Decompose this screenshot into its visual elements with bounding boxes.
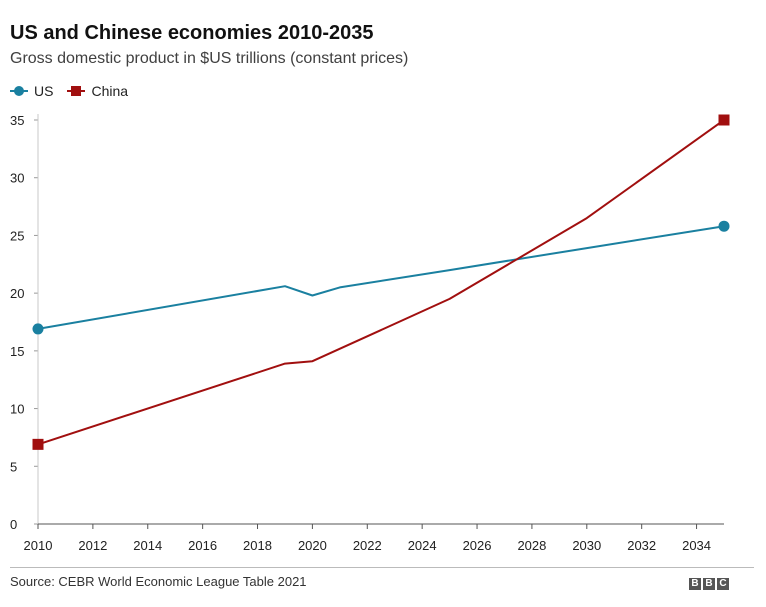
legend: US China: [10, 82, 142, 100]
source-note: Source: CEBR World Economic League Table…: [10, 574, 307, 589]
y-tick-label: 35: [10, 113, 24, 128]
series-line-china: [37, 119, 725, 446]
series-point-china: [718, 114, 730, 126]
legend-item-china: China: [67, 83, 128, 99]
y-tick-label: 30: [10, 171, 24, 186]
y-tick-label: 10: [10, 402, 24, 417]
legend-label-china: China: [91, 83, 129, 99]
x-tick-label: 2018: [243, 538, 272, 553]
x-tick-label: 2010: [24, 538, 53, 553]
series-point-us: [718, 220, 730, 232]
legend-item-us: US: [10, 83, 53, 99]
y-tick-label: 5: [10, 459, 17, 474]
x-tick-label: 2032: [627, 538, 656, 553]
x-tick-label: 2016: [188, 538, 217, 553]
legend-swatch-us: [10, 85, 28, 97]
legend-swatch-china: [67, 85, 86, 97]
y-tick-label: 15: [10, 344, 24, 359]
y-tick-label: 0: [10, 517, 17, 532]
bbc-logo-letter: C: [717, 578, 729, 590]
legend-marker-us: [14, 86, 24, 96]
series-point-china: [32, 438, 44, 450]
bbc-logo-letter: B: [703, 578, 715, 590]
footer-divider: [10, 567, 754, 568]
chart-subtitle: Gross domestic product in $US trillions …: [10, 50, 409, 67]
line-chart: 0 5 10 15 20 25 30 35 2010 2012 2014 2016 2018 2020 20…: [10, 113, 730, 553]
x-tick-label: 2034: [682, 538, 711, 553]
x-tick-label: 2024: [408, 538, 437, 553]
x-tick-label: 2012: [78, 538, 107, 553]
x-tick-label: 2028: [517, 538, 546, 553]
bbc-logo: B B C: [687, 578, 729, 590]
chart-title: US and Chinese economies 2010-2035: [10, 22, 374, 44]
x-tick-label: 2014: [133, 538, 162, 553]
bbc-logo-letter: B: [689, 578, 701, 590]
series-line-us: [37, 225, 725, 330]
y-tick-label: 20: [10, 286, 24, 301]
legend-label-us: US: [34, 83, 54, 99]
x-tick-label: 2020: [298, 538, 327, 553]
series-point-us: [32, 323, 44, 335]
x-tick-label: 2030: [572, 538, 601, 553]
y-tick-label: 25: [10, 228, 24, 243]
x-tick-label: 2026: [463, 538, 492, 553]
legend-marker-china: [71, 86, 82, 96]
x-tick-label: 2022: [353, 538, 382, 553]
